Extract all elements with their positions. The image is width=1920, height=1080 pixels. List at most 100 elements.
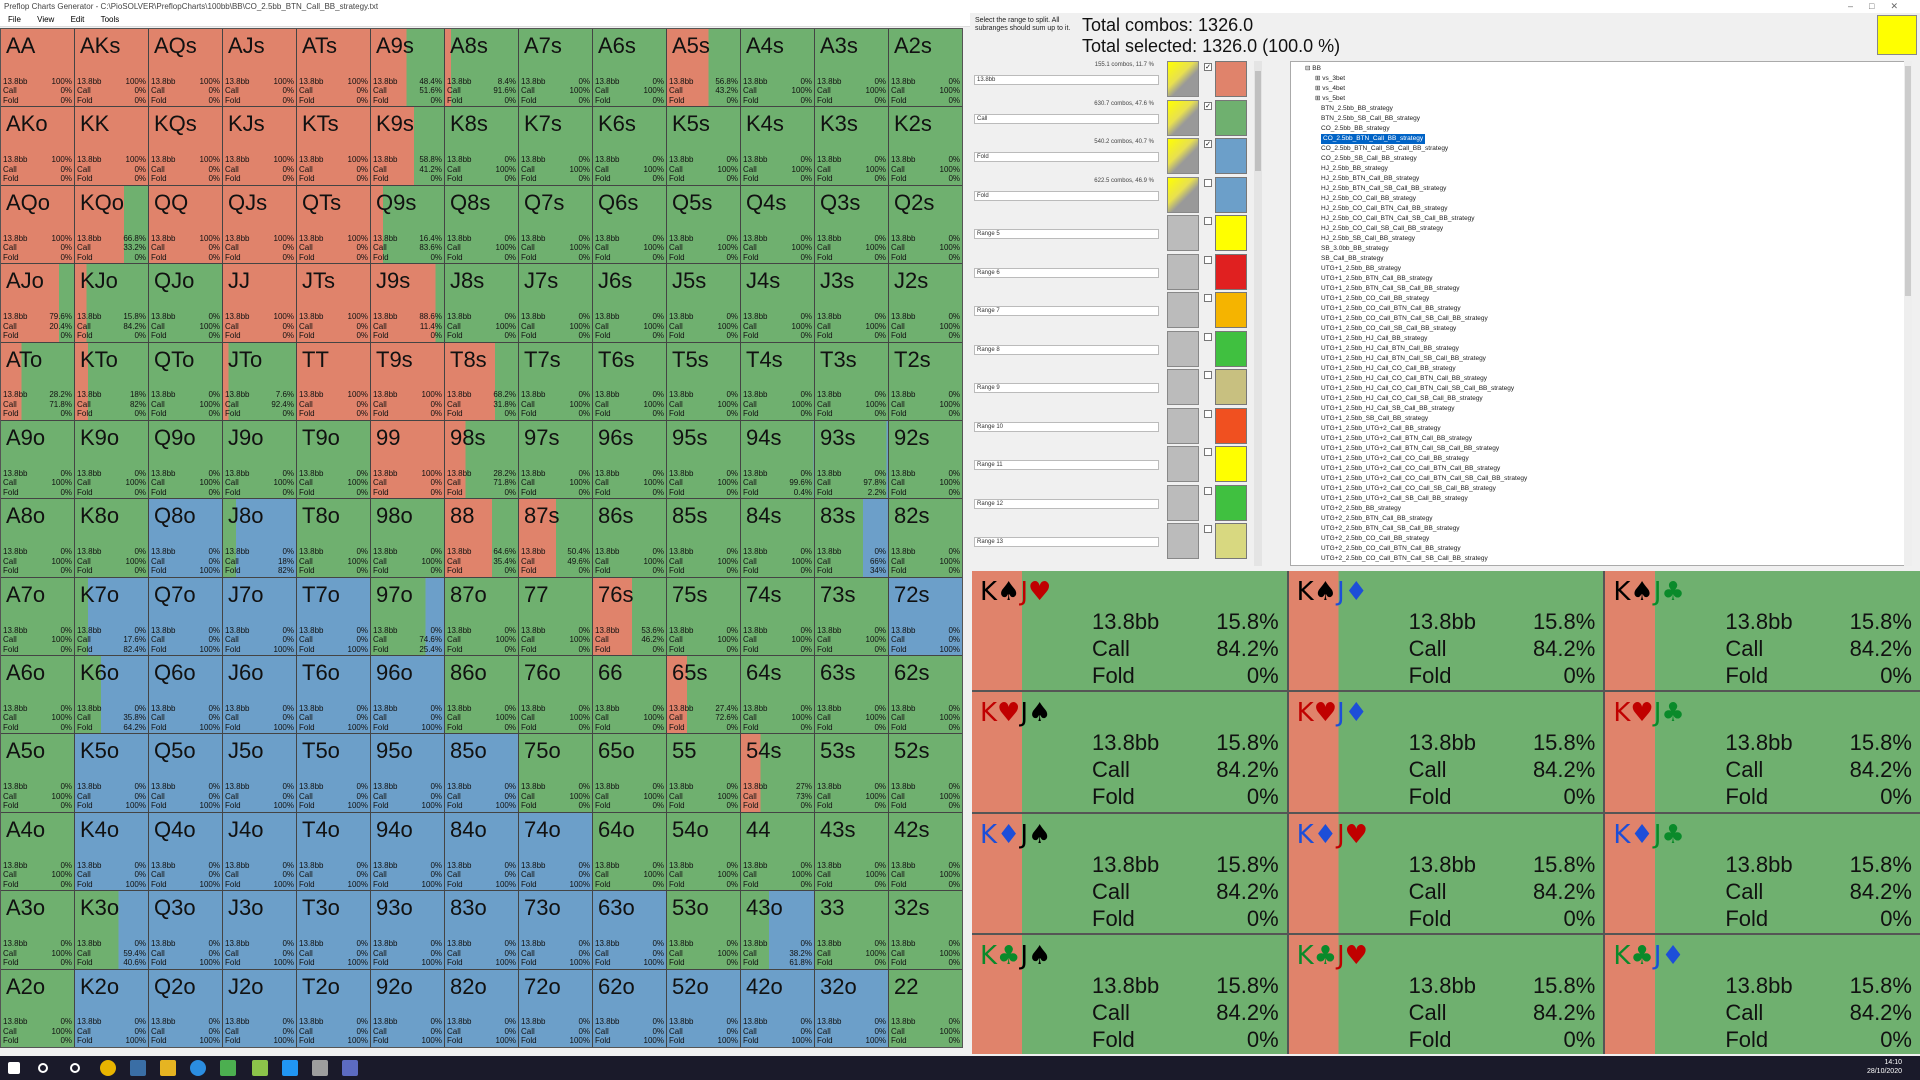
hand-cell-K8o[interactable]: K8o 13.8bb 0% Call 100% Fold 0% [75,499,148,577]
edge-icon[interactable] [190,1060,206,1076]
hand-cell-73o[interactable]: 73o 13.8bb 0% Call 0% Fold 100% [519,891,592,969]
tree-item[interactable]: UTG+1_2.5bb_UTG+2_Call_BB_strategy [1321,425,1441,432]
hand-cell-K5s[interactable]: K5s 13.8bb 0% Call 100% Fold 0% [667,107,740,185]
range-checkbox[interactable] [1204,525,1212,533]
tree-item[interactable]: UTG+1_2.5bb_UTG+2_Call_CO_Call_BTN_Call_… [1321,465,1501,472]
range-color-swatch[interactable] [1215,253,1247,290]
tree-item[interactable]: ⊞ vs_5bet [1315,95,1346,102]
hand-cell-Q2o[interactable]: Q2o 13.8bb 0% Call 0% Fold 100% [149,969,222,1047]
tree-item[interactable]: UTG+1_2.5bb_HJ_Call_CO_Call_BTN_Call_BB_… [1321,375,1488,382]
hand-cell-65o[interactable]: 65o 13.8bb 0% Call 100% Fold 0% [593,734,666,812]
hand-cell-JJ[interactable]: JJ 13.8bb 100% Call 0% Fold 0% [223,264,296,342]
tree-item[interactable]: UTG+1_2.5bb_HJ_Call_BB_strategy [1321,335,1428,342]
hand-cell-KK[interactable]: KK 13.8bb 100% Call 0% Fold 0% [75,107,148,185]
range-name-input[interactable]: Fold [974,152,1159,162]
range-preview[interactable] [1167,215,1199,251]
menu-view[interactable]: View [37,15,55,24]
tree-item[interactable]: UTG+2_2.5bb_CO_Call_BTN_Call_SB_Call_BB_… [1321,555,1488,562]
hand-cell-32s[interactable]: 32s 13.8bb 0% Call 100% Fold 0% [889,891,962,969]
tree-item[interactable]: UTG+2_2.5bb_CO_Call_BTN_Call_BB_strategy [1321,545,1461,552]
window-controls[interactable]: –□✕ [1848,1,1914,11]
hand-cell-Q6s[interactable]: Q6s 13.8bb 0% Call 100% Fold 0% [593,185,666,264]
hand-cell-J2o[interactable]: J2o 13.8bb 0% Call 0% Fold 100% [223,969,296,1047]
range-name-input[interactable]: Range 7 [974,306,1159,316]
tree-item[interactable]: SB_Call_BB_strategy [1321,255,1384,262]
hand-cell-65s[interactable]: 65s 13.8bb 27.4% Call 72.6% Fold 0% [667,656,740,734]
hand-cell-J4o[interactable]: J4o 13.8bb 0% Call 0% Fold 100% [223,812,296,891]
hand-cell-AKs[interactable]: AKs 13.8bb 100% Call 0% Fold 0% [75,29,148,107]
tree-item[interactable]: BTN_2.5bb_SB_Call_BB_strategy [1321,115,1421,122]
range-color-swatch[interactable] [1215,407,1247,444]
hand-cell-84o[interactable]: 84o 13.8bb 0% Call 0% Fold 100% [445,812,518,891]
preflop-charts-icon[interactable] [220,1060,236,1076]
hand-cell-87s[interactable]: 87s 13.8bb 50.4% Call 49.6% Fold 0% [519,499,592,577]
hand-cell-A6s[interactable]: A6s 13.8bb 0% Call 100% Fold 0% [593,29,666,107]
hand-cell-72o[interactable]: 72o 13.8bb 0% Call 0% Fold 100% [519,969,592,1047]
range-name-input[interactable]: Range 5 [974,229,1159,239]
hand-cell-Q9s[interactable]: Q9s 13.8bb 16.4% Call 83.6% Fold 0% [371,185,444,264]
hand-cell-K9s[interactable]: K9s 13.8bb 58.8% Call 41.2% Fold 0% [371,107,444,185]
hand-cell-Q8o[interactable]: Q8o 13.8bb 0% Call 0% Fold 100% [149,499,222,577]
hand-cell-J4s[interactable]: J4s 13.8bb 0% Call 100% Fold 0% [741,264,814,342]
hand-cell-T8o[interactable]: T8o 13.8bb 0% Call 100% Fold 0% [297,499,370,577]
hand-cell-K4s[interactable]: K4s 13.8bb 0% Call 100% Fold 0% [741,107,814,185]
tree-item[interactable]: HJ_2.5bb_SB_Call_BB_strategy [1321,235,1415,242]
hand-cell-K2s[interactable]: K2s 13.8bb 0% Call 100% Fold 0% [889,107,962,185]
hand-cell-A4s[interactable]: A4s 13.8bb 0% Call 100% Fold 0% [741,29,814,107]
range-color-swatch[interactable] [1215,215,1247,251]
hand-cell-QTs[interactable]: QTs 13.8bb 100% Call 0% Fold 0% [297,185,370,264]
hand-cell-33[interactable]: 33 13.8bb 0% Call 100% Fold 0% [815,891,888,969]
hand-cell-J6o[interactable]: J6o 13.8bb 0% Call 0% Fold 100% [223,656,296,734]
hand-cell-AKo[interactable]: AKo 13.8bb 100% Call 0% Fold 0% [1,107,74,185]
range-color-swatch[interactable] [1215,61,1247,97]
tree-item[interactable]: HJ_2.5bb_CO_Call_BTN_Call_BB_strategy [1321,205,1448,212]
range-color-swatch[interactable] [1215,292,1247,328]
tree-item[interactable]: UTG+1_2.5bb_HJ_Call_SB_Call_BB_strategy [1321,405,1455,412]
hand-cell-T8s[interactable]: T8s 13.8bb 68.2% Call 31.8% Fold 0% [445,342,518,420]
notepad-icon[interactable] [312,1060,328,1076]
hand-cell-97s[interactable]: 97s 13.8bb 0% Call 100% Fold 0% [519,420,592,499]
hand-cell-22[interactable]: 22 13.8bb 0% Call 100% Fold 0% [889,969,962,1047]
range-checkbox[interactable]: ✓ [1204,63,1212,71]
hand-cell-KTo[interactable]: KTo 13.8bb 18% Call 82% Fold 0% [75,342,148,420]
combo-cell[interactable]: K♣J♠ 13.8bb 15.8% Call 84.2% Fold 0% [972,934,1287,1054]
tree-item[interactable]: CO_2.5bb_BTN_Call_SB_Call_BB_strategy [1321,145,1449,152]
tree-item[interactable]: UTG+1_2.5bb_UTG+2_Call_CO_Call_BTN_Call_… [1321,475,1528,482]
range-checkbox[interactable] [1204,409,1212,418]
hand-cell-K6s[interactable]: K6s 13.8bb 0% Call 100% Fold 0% [593,107,666,185]
hand-cell-K2o[interactable]: K2o 13.8bb 0% Call 0% Fold 100% [75,969,148,1047]
range-preview[interactable] [1167,446,1199,482]
range-color-swatch[interactable] [1215,330,1247,367]
search-icon[interactable] [38,1063,48,1073]
range-checkbox[interactable] [1204,332,1212,341]
hand-cell-Q9o[interactable]: Q9o 13.8bb 0% Call 100% Fold 0% [149,420,222,499]
hand-cell-53o[interactable]: 53o 13.8bb 0% Call 100% Fold 0% [667,891,740,969]
hand-cell-63o[interactable]: 63o 13.8bb 0% Call 0% Fold 100% [593,891,666,969]
range-name-input[interactable]: Range 8 [974,344,1159,355]
range-name-input[interactable]: Range 10 [974,421,1159,432]
hand-cell-J6s[interactable]: J6s 13.8bb 0% Call 100% Fold 0% [593,264,666,342]
tree-item[interactable]: UTG+1_2.5bb_CO_Call_BTN_Call_SB_Call_BB_… [1321,315,1488,322]
cortana-icon[interactable] [70,1063,80,1073]
hand-cell-A9s[interactable]: A9s 13.8bb 48.4% Call 51.6% Fold 0% [371,29,444,107]
tree-item[interactable]: UTG+1_2.5bb_BTN_Call_BB_strategy [1321,275,1433,282]
tree-item[interactable]: UTG+1_2.5bb_BTN_Call_SB_Call_BB_strategy [1321,285,1460,292]
combo-cell[interactable]: K♦J♠ 13.8bb 15.8% Call 84.2% Fold 0% [972,813,1287,933]
hand-cell-T9o[interactable]: T9o 13.8bb 0% Call 100% Fold 0% [297,420,370,499]
range-preview[interactable] [1167,407,1199,444]
range-preview[interactable] [1167,253,1199,290]
hand-cell-AQo[interactable]: AQo 13.8bb 100% Call 0% Fold 0% [1,185,74,264]
hand-cell-T5o[interactable]: T5o 13.8bb 0% Call 0% Fold 100% [297,734,370,812]
hand-cell-96s[interactable]: 96s 13.8bb 0% Call 100% Fold 0% [593,420,666,499]
tree-item[interactable]: CO_2.5bb_BB_strategy [1321,125,1390,132]
hand-cell-K9o[interactable]: K9o 13.8bb 0% Call 100% Fold 0% [75,420,148,499]
hand-cell-A4o[interactable]: A4o 13.8bb 0% Call 100% Fold 0% [1,812,74,891]
hand-cell-86s[interactable]: 86s 13.8bb 0% Call 100% Fold 0% [593,499,666,577]
hand-cell-92s[interactable]: 92s 13.8bb 0% Call 100% Fold 0% [889,420,962,499]
hand-cell-K4o[interactable]: K4o 13.8bb 0% Call 0% Fold 100% [75,812,148,891]
tree-item[interactable]: UTG+1_2.5bb_CO_Call_BB_strategy [1321,295,1430,302]
folder-icon[interactable] [160,1060,176,1076]
hand-cell-Q7s[interactable]: Q7s 13.8bb 0% Call 100% Fold 0% [519,185,592,264]
hand-cell-42s[interactable]: 42s 13.8bb 0% Call 100% Fold 0% [889,812,962,891]
hand-cell-64s[interactable]: 64s 13.8bb 0% Call 100% Fold 0% [741,656,814,734]
